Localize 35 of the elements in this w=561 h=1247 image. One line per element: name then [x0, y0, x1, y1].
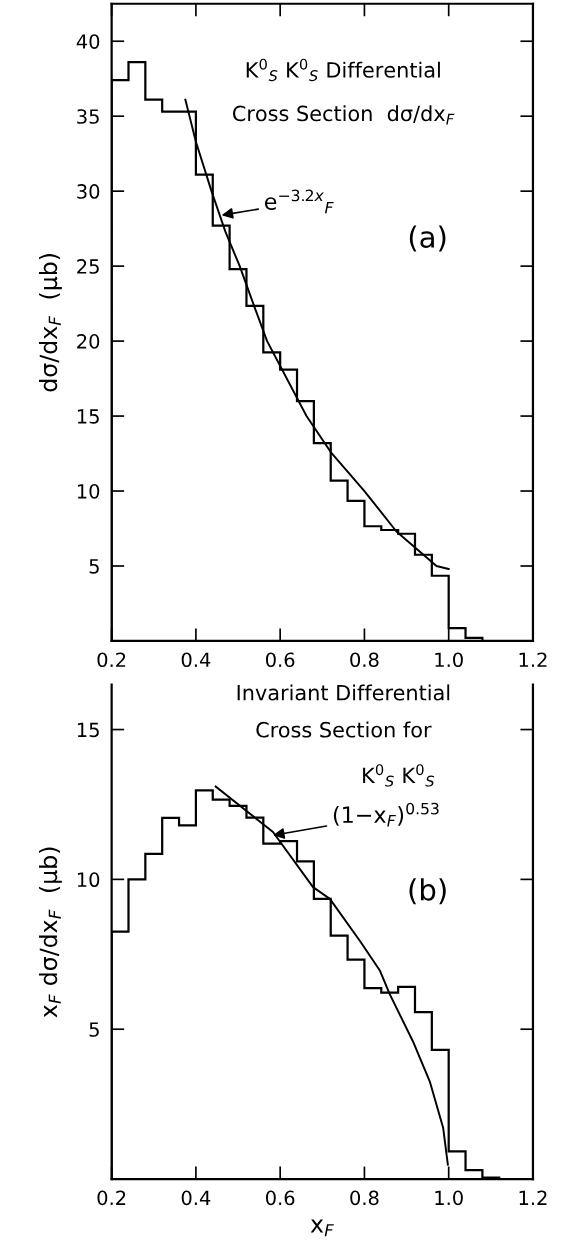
x-tick-label: 0.8: [350, 1190, 379, 1206]
y-axis-title: dσ/dx$_{F}$ (μb): [38, 254, 62, 392]
x-axis-title: x$_{F}$: [310, 1219, 334, 1237]
x-tick-label: 1.2: [519, 1190, 547, 1205]
x-tick-label: 0.4: [181, 652, 211, 668]
x-tick-label: 1.0: [435, 652, 463, 668]
y-tick-label: 20: [77, 334, 100, 349]
annotation: (a): [409, 225, 446, 252]
annotation: Cross Section dσ/dx$_{F}$: [232, 105, 455, 125]
y-tick-label: 35: [77, 109, 99, 124]
x-tick-label: 0.4: [181, 1190, 211, 1206]
y-tick-label: 10: [77, 872, 100, 888]
annotation: K$^{0}$$_{S}$ K$^{0}$$_{S}$: [363, 764, 435, 787]
x-tick-label: 0.6: [265, 652, 295, 668]
y-tick-label: 15: [77, 409, 99, 424]
x-tick-label: 1.0: [435, 1190, 463, 1206]
x-tick-label: 1.2: [519, 652, 547, 667]
y-tick-label: 5: [89, 559, 99, 574]
annotation: Cross Section for: [256, 721, 432, 738]
y-tick-label: 40: [76, 34, 100, 49]
annotation: (1−x$_{F}$)$^{0.53}$: [333, 802, 439, 827]
annotation: K$^{0}$$_{S}$ K$^{0}$$_{S}$ Differential: [246, 58, 440, 82]
y-tick-label: 15: [77, 722, 99, 738]
x-tick-label: 0.2: [97, 652, 126, 668]
annotation: (b): [409, 878, 446, 905]
x-tick-label: 0.2: [97, 1190, 126, 1206]
y-tick-label: 30: [77, 184, 100, 199]
y-axis-title: x$_{F}$ dσ/dx$_{F}$ (μb): [38, 847, 62, 1018]
annotation: e$^{−3.2x}$$_{F}$: [264, 189, 334, 214]
y-tick-label: 25: [77, 259, 99, 274]
y-tick-label: 10: [77, 483, 100, 499]
y-tick-label: 5: [89, 1022, 99, 1037]
annotation: Invariant Differential: [237, 684, 450, 701]
x-tick-label: 0.6: [265, 1190, 295, 1206]
x-tick-label: 0.8: [350, 652, 379, 668]
